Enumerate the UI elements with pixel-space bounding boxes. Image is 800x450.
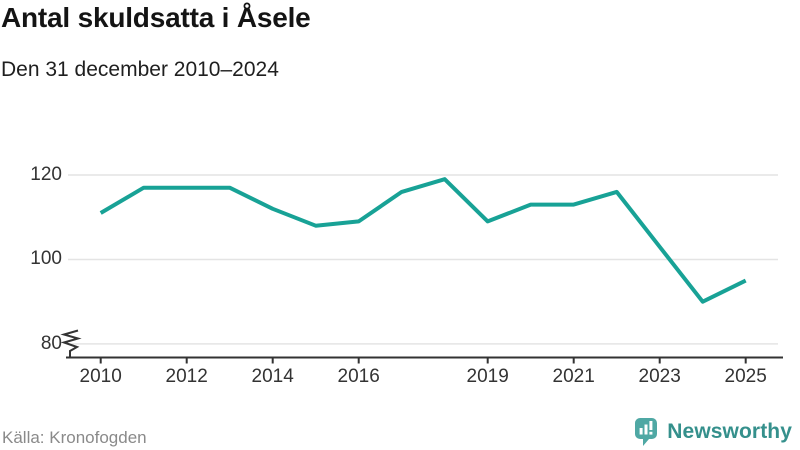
newsworthy-logo-text: Newsworthy	[667, 420, 792, 443]
x-tick-label: 2016	[337, 366, 380, 387]
x-tick-label: 2021	[552, 366, 595, 387]
gridlines	[68, 174, 778, 345]
y-tick-label: 120	[30, 164, 62, 185]
x-tick-label: 2025	[724, 366, 767, 387]
axis-break-icon	[60, 329, 82, 357]
chart-subtitle: Den 31 december 2010–2024	[1, 58, 279, 81]
x-tick-label: 2023	[638, 366, 681, 387]
data-line	[99, 177, 747, 304]
x-tick-label: 2010	[79, 366, 122, 387]
x-tick-label: 2012	[165, 366, 208, 387]
y-tick-label: 80	[40, 332, 62, 354]
x-tick-label: 2019	[466, 366, 509, 387]
chart-title: Antal skuldsatta i Åsele	[1, 2, 311, 33]
newsworthy-logo-icon	[635, 417, 658, 446]
source-label: Källa: Kronofogden	[2, 428, 147, 447]
newsworthy-logo: Newsworthy	[635, 417, 792, 447]
x-axis	[66, 356, 783, 364]
y-tick-label: 100	[30, 248, 62, 270]
x-tick-label: 2014	[251, 366, 294, 387]
